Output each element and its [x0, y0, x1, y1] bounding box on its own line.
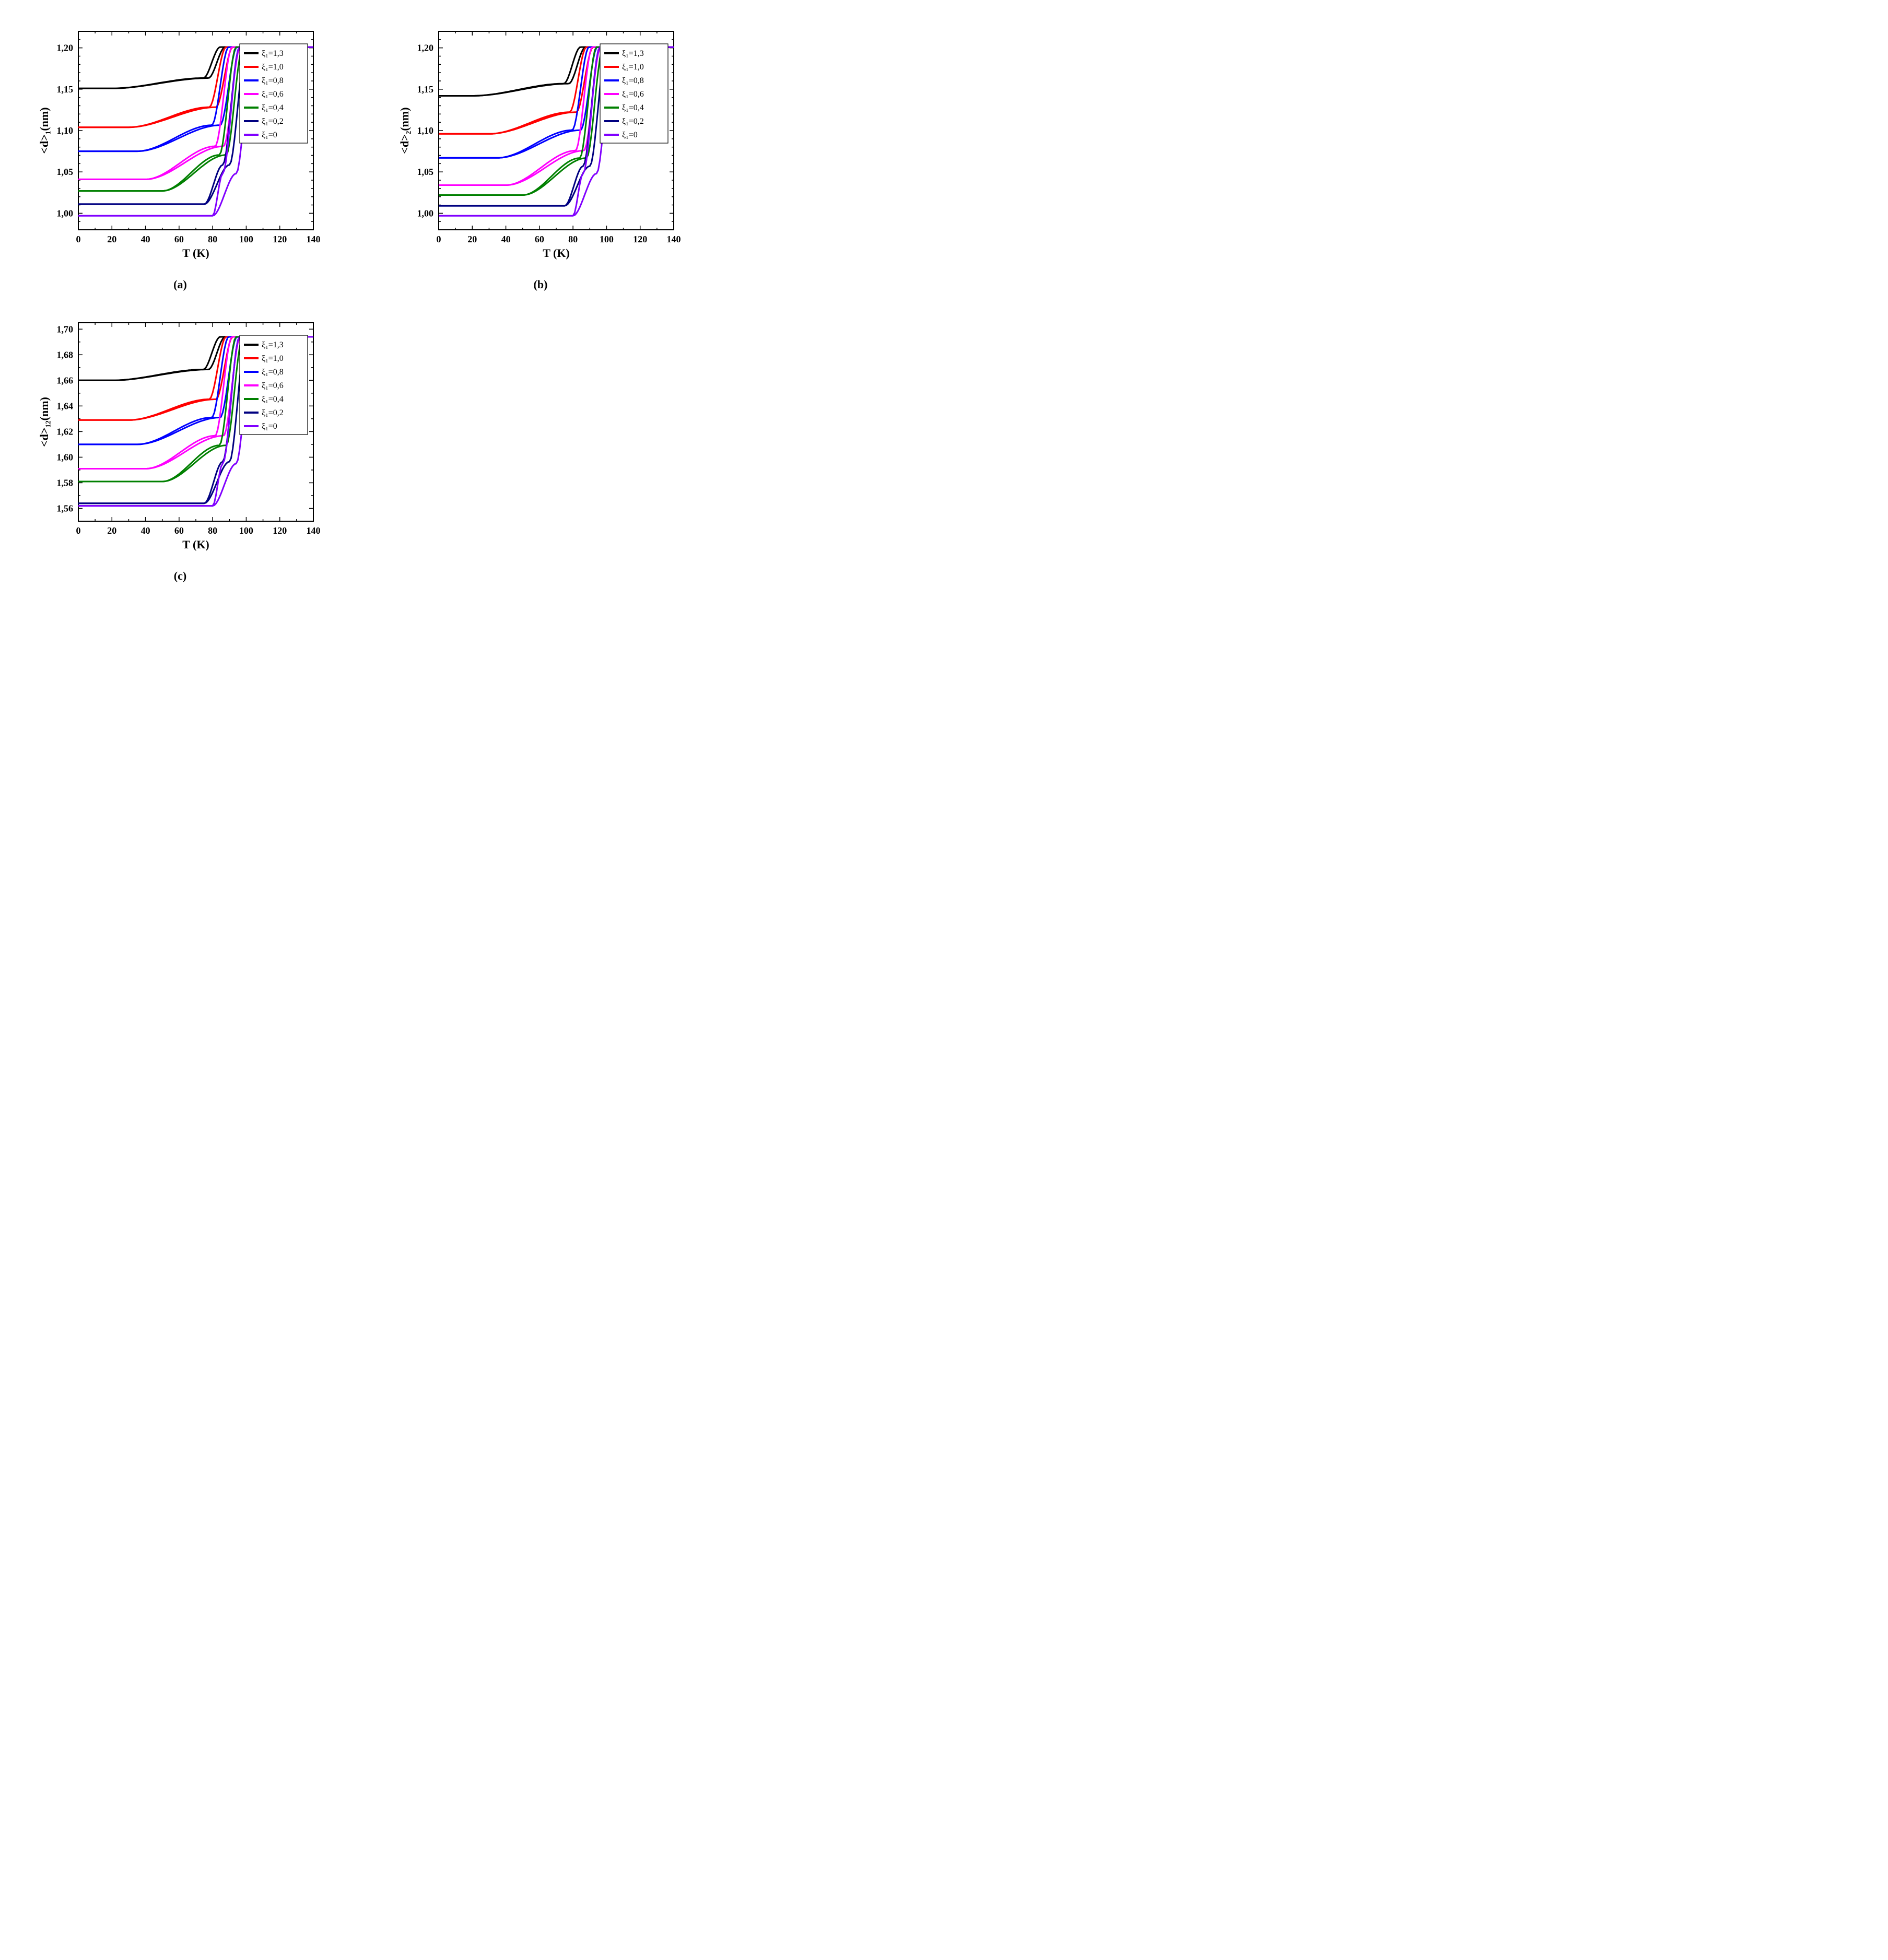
svg-text:ξ₁=0,8: ξ₁=0,8 [262, 76, 284, 85]
svg-text:60: 60 [174, 234, 184, 244]
svg-text:ξ₁=0: ξ₁=0 [262, 422, 277, 431]
svg-text:120: 120 [273, 525, 287, 536]
svg-text:ξ₁=0,6: ξ₁=0,6 [622, 90, 644, 99]
panel-b: 0 20 40 60 80 100 120 140 1,00 1,05 1,10 1,15 1,20 T … [381, 21, 700, 291]
svg-text:0: 0 [76, 525, 81, 536]
svg-text:1,00: 1,00 [57, 208, 74, 218]
svg-text:<d>₁(nm): <d>₁(nm) [38, 107, 51, 154]
panel-c: 0 20 40 60 80 100 120 140 1,56 1,58 1,60 1,62 1,64 1,… [21, 312, 339, 583]
svg-text:0: 0 [437, 234, 441, 244]
chart-c: 0 20 40 60 80 100 120 140 1,56 1,58 1,60 1,62 1,64 1,… [34, 312, 326, 563]
svg-text:1,62: 1,62 [57, 426, 74, 437]
svg-text:ξ₁=0,8: ξ₁=0,8 [262, 368, 284, 377]
svg-text:<d>₂(nm): <d>₂(nm) [398, 107, 411, 154]
svg-text:ξ₁=1,3: ξ₁=1,3 [262, 341, 284, 349]
svg-text:100: 100 [239, 525, 253, 536]
svg-text:1,70: 1,70 [57, 324, 74, 334]
svg-text:ξ₁=1,0: ξ₁=1,0 [262, 63, 284, 72]
svg-text:40: 40 [141, 525, 150, 536]
svg-text:1,15: 1,15 [417, 84, 434, 95]
svg-text:ξ₁=0,2: ξ₁=0,2 [622, 117, 644, 126]
svg-text:1,58: 1,58 [57, 477, 74, 488]
svg-text:1,68: 1,68 [57, 349, 74, 360]
svg-text:ξ₁=1,3: ξ₁=1,3 [262, 49, 284, 58]
caption-b: (b) [534, 278, 548, 291]
svg-text:0: 0 [76, 234, 81, 244]
svg-text:ξ₁=1,0: ξ₁=1,0 [262, 354, 284, 363]
svg-text:100: 100 [600, 234, 614, 244]
svg-text:60: 60 [174, 525, 184, 536]
svg-text:100: 100 [239, 234, 253, 244]
svg-text:ξ₁=1,0: ξ₁=1,0 [622, 63, 644, 72]
panel-a: 0 20 40 60 80 100 120 140 1,00 1,05 1,10 1,15 1,20 T … [21, 21, 339, 291]
caption-c: (c) [174, 569, 186, 583]
svg-text:<d>₁₂(nm): <d>₁₂(nm) [38, 397, 51, 447]
svg-text:60: 60 [535, 234, 544, 244]
svg-text:40: 40 [501, 234, 511, 244]
svg-text:ξ₁=0,6: ξ₁=0,6 [262, 90, 284, 99]
svg-text:1,05: 1,05 [417, 167, 434, 177]
svg-text:120: 120 [633, 234, 647, 244]
svg-text:T (K): T (K) [182, 538, 209, 551]
svg-text:1,10: 1,10 [57, 125, 74, 136]
figure-grid: 0 20 40 60 80 100 120 140 1,00 1,05 1,10 1,15 1,20 T … [21, 21, 700, 583]
svg-text:140: 140 [307, 525, 321, 536]
svg-text:ξ₁=0,2: ξ₁=0,2 [262, 408, 284, 417]
svg-text:1,20: 1,20 [417, 43, 434, 53]
svg-text:ξ₁=0: ξ₁=0 [622, 131, 638, 139]
svg-text:ξ₁=0,4: ξ₁=0,4 [622, 103, 644, 112]
caption-a: (a) [173, 278, 187, 291]
svg-text:ξ₁=0,8: ξ₁=0,8 [622, 76, 644, 85]
svg-text:140: 140 [667, 234, 681, 244]
svg-text:20: 20 [467, 234, 477, 244]
chart-a: 0 20 40 60 80 100 120 140 1,00 1,05 1,10 1,15 1,20 T … [34, 21, 326, 272]
svg-text:1,05: 1,05 [57, 167, 74, 177]
svg-text:1,56: 1,56 [57, 503, 74, 513]
svg-text:ξ₁=0: ξ₁=0 [262, 131, 277, 139]
svg-text:1,60: 1,60 [57, 452, 74, 462]
svg-text:1,00: 1,00 [417, 208, 434, 218]
svg-text:80: 80 [208, 525, 217, 536]
svg-text:120: 120 [273, 234, 287, 244]
svg-text:1,20: 1,20 [57, 43, 74, 53]
svg-text:20: 20 [107, 234, 116, 244]
svg-text:T (K): T (K) [543, 247, 570, 260]
svg-text:40: 40 [141, 234, 150, 244]
svg-text:1,10: 1,10 [417, 125, 434, 136]
svg-text:140: 140 [307, 234, 321, 244]
svg-text:ξ₁=0,4: ξ₁=0,4 [262, 103, 284, 112]
svg-text:ξ₁=0,4: ξ₁=0,4 [262, 395, 284, 404]
svg-text:T (K): T (K) [182, 247, 209, 260]
svg-text:1,15: 1,15 [57, 84, 74, 95]
svg-text:ξ₁=0,2: ξ₁=0,2 [262, 117, 284, 126]
chart-b: 0 20 40 60 80 100 120 140 1,00 1,05 1,10 1,15 1,20 T … [394, 21, 687, 272]
svg-text:ξ₁=0,6: ξ₁=0,6 [262, 381, 284, 390]
svg-text:80: 80 [568, 234, 578, 244]
svg-text:20: 20 [107, 525, 116, 536]
svg-text:ξ₁=1,3: ξ₁=1,3 [622, 49, 644, 58]
svg-text:1,64: 1,64 [57, 401, 74, 411]
svg-text:80: 80 [208, 234, 217, 244]
svg-text:1,66: 1,66 [57, 375, 74, 385]
